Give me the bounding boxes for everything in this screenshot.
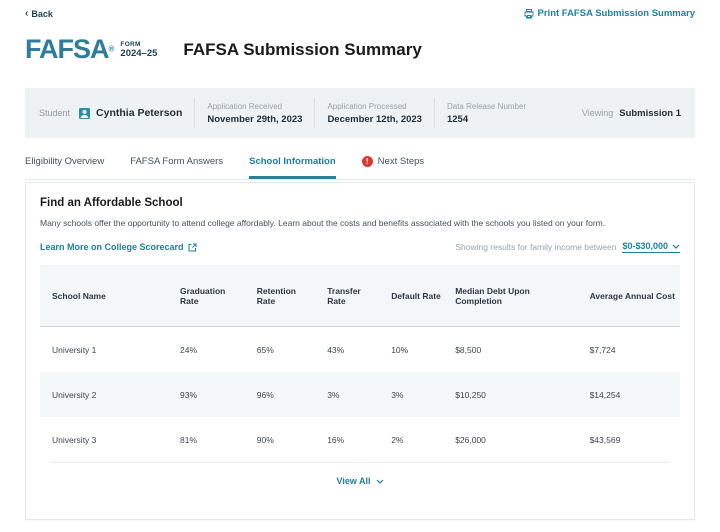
top-bar: ‹ Back Print FAFSA Submission Summary (25, 8, 695, 19)
tab-bar: Eligibility Overview FAFSA Form Answers Sc… (25, 150, 695, 180)
student-info-bar: Student Cynthia Peterson Application Rec… (25, 88, 695, 138)
print-label: Print FAFSA Submission Summary (537, 8, 695, 19)
income-filter: Showing results for family income betwee… (455, 241, 680, 253)
divider (314, 98, 316, 128)
table-cell: 93% (180, 389, 198, 400)
school-comparison-table: School Name Graduation Rate Retention Rate… (40, 265, 680, 499)
table-row: University 3 81% 90% 16% 2% $26,000 $43,569 (40, 417, 680, 462)
field-value: November 29th, 2023 (207, 113, 303, 125)
table-cell: $7,724 (589, 344, 616, 355)
table-row: University 1 24% 65% 43% 10% $8,500 $7,724 (40, 327, 680, 372)
table-body: University 1 24% 65% 43% 10% $8,500 $7,724 Univ… (40, 327, 680, 462)
viewing-label: Viewing (581, 108, 614, 118)
tab-label: Next Steps (377, 156, 425, 167)
table-row: University 2 93% 96% 3% 3% $10,250 $14,254 (40, 372, 680, 417)
tab-eligibility-overview[interactable]: Eligibility Overview (25, 150, 104, 179)
field-value: 1254 (446, 113, 469, 125)
data-release-number-field: Data Release Number 1254 (447, 102, 526, 125)
column-header: Graduation Rate (180, 285, 226, 306)
column-header: School Name (52, 290, 106, 301)
form-years: 2024–25 (120, 47, 158, 59)
divider (433, 98, 435, 128)
column-header: Median Debt Upon Completion (455, 285, 530, 306)
filter-prefix: Showing results for family income betwee… (455, 242, 617, 252)
school-name-cell: University 3 (52, 434, 97, 445)
brand-wordmark: FAFSA (25, 34, 110, 64)
table-cell: $14,254 (589, 389, 621, 400)
table-header-row: School Name Graduation Rate Retention Rate… (40, 265, 680, 327)
printer-icon (524, 8, 534, 19)
table-cell: 96% (256, 389, 274, 400)
income-range-dropdown[interactable]: $0-$30,000 (622, 241, 680, 253)
table-cell: 81% (180, 434, 198, 445)
school-information-panel: Find an Affordable School Many schools o… (25, 182, 695, 520)
table-cell: 2% (391, 434, 404, 445)
table-cell: 3% (391, 389, 404, 400)
field-value: December 12th, 2023 (327, 113, 422, 125)
viewing-value: Submission 1 (619, 107, 681, 119)
chevron-down-icon (376, 479, 384, 484)
scorecard-link-label: Learn More on College Scorecard (40, 242, 184, 252)
application-received-field: Application Received November 29th, 2023 (207, 102, 302, 125)
field-label: Application Processed (327, 101, 407, 111)
link-row: Learn More on College Scorecard Showing … (40, 241, 680, 253)
student-name: Cynthia Peterson (96, 107, 183, 119)
tab-label: School Information (249, 156, 336, 167)
section-description: Many schools offer the opportunity to at… (40, 218, 606, 228)
divider (50, 462, 670, 463)
external-link-icon (188, 243, 197, 252)
chevron-down-icon (672, 244, 680, 249)
column-header: Average Annual Cost (589, 290, 675, 301)
masthead: FAFSA® FORM 2024–25 FAFSA Submission Sum… (25, 36, 422, 63)
alert-icon: ! (361, 156, 373, 167)
table-cell: 65% (256, 344, 274, 355)
tab-label: Eligibility Overview (25, 156, 105, 167)
tab-school-information[interactable]: School Information (249, 150, 336, 179)
field-label: Application Received (207, 101, 283, 111)
college-scorecard-link[interactable]: Learn More on College Scorecard (40, 242, 197, 252)
column-header: Retention Rate (256, 285, 296, 306)
registered-mark: ® (108, 44, 115, 54)
table-cell: 24% (180, 344, 198, 355)
chevron-left-icon: ‹ (25, 8, 29, 19)
back-link[interactable]: ‹ Back (25, 8, 53, 19)
fafsa-logo: FAFSA® (25, 36, 114, 63)
page-title: FAFSA Submission Summary (183, 39, 422, 59)
field-label: Data Release Number (446, 101, 527, 111)
table-cell: 43% (327, 344, 345, 355)
tab-label: FAFSA Form Answers (130, 156, 224, 167)
print-summary-link[interactable]: Print FAFSA Submission Summary (524, 8, 695, 19)
table-cell: 90% (256, 434, 274, 445)
student-icon (78, 107, 91, 120)
form-edition: FORM 2024–25 (120, 41, 157, 59)
tab-next-steps[interactable]: ! Next Steps (361, 150, 425, 179)
section-heading: Find an Affordable School (40, 197, 183, 209)
table-cell: 10% (391, 344, 409, 355)
school-name-cell: University 2 (52, 389, 97, 400)
tab-fafsa-form-answers[interactable]: FAFSA Form Answers (130, 150, 223, 179)
view-all-button[interactable]: View All (336, 476, 383, 486)
table-cell: 16% (327, 434, 345, 445)
form-label: FORM (120, 40, 141, 48)
school-name-cell: University 1 (52, 344, 97, 355)
role-label: Student (39, 108, 71, 118)
column-header: Transfer Rate (327, 285, 361, 306)
view-all-row: View All (40, 463, 680, 499)
income-range-value: $0-$30,000 (622, 241, 668, 251)
column-header: Default Rate (391, 290, 441, 301)
back-label: Back (31, 8, 53, 19)
application-processed-field: Application Processed December 12th, 202… (327, 102, 422, 125)
table-cell: $43,569 (589, 434, 621, 445)
table-cell: $26,000 (455, 434, 486, 445)
view-all-label: View All (336, 476, 371, 486)
table-cell: $8,500 (455, 344, 482, 355)
divider (194, 98, 196, 128)
table-cell: 3% (327, 389, 340, 400)
table-cell: $10,250 (455, 389, 486, 400)
